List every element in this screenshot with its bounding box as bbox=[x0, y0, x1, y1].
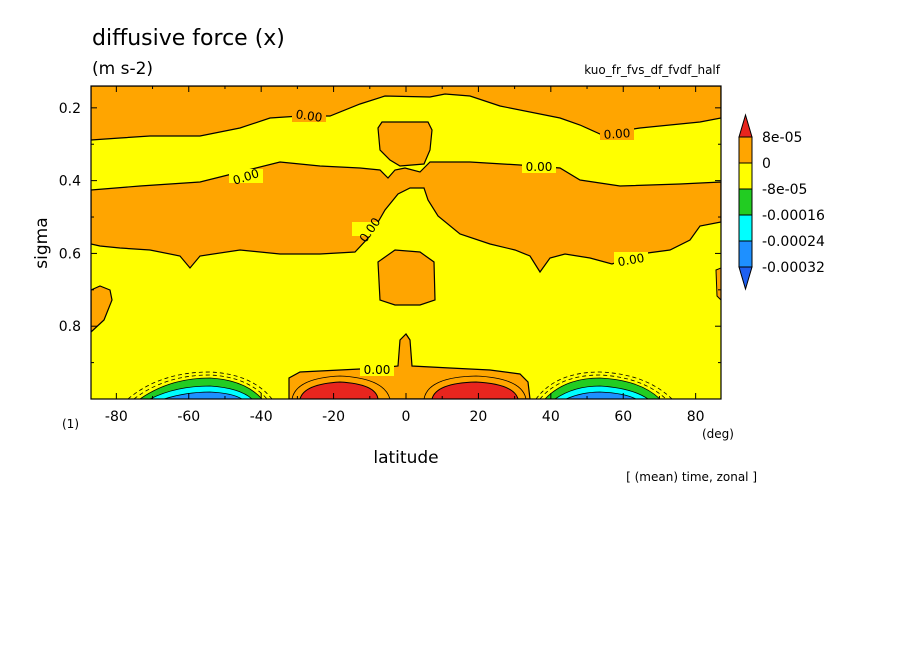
positive-band-middle bbox=[91, 161, 721, 274]
y-tick-label: 0.2 bbox=[59, 101, 81, 117]
positive-blob-center bbox=[377, 249, 436, 306]
colorbar-top-arrow bbox=[738, 113, 753, 138]
positive-column-center bbox=[377, 121, 433, 167]
y-axis-title: sigma bbox=[32, 217, 52, 268]
contour-label: 0.00 bbox=[526, 160, 553, 174]
colorbar-segment bbox=[738, 214, 753, 242]
x-tick-label: 0 bbox=[402, 409, 411, 425]
averaging-note: [ (mean) time, zonal ] bbox=[626, 470, 757, 484]
contour-label: 0.00 bbox=[603, 126, 631, 142]
x-tick-label: 40 bbox=[542, 409, 560, 425]
y-tick-label: 0.6 bbox=[59, 246, 81, 262]
contour-label: 0.00 bbox=[295, 107, 323, 125]
x-tick-label: -60 bbox=[177, 409, 200, 425]
colorbar-segment bbox=[738, 162, 753, 190]
figure-number: (1) bbox=[62, 417, 79, 431]
chart-title: diffusive force (x) bbox=[92, 26, 285, 51]
y-tick-label: 0.8 bbox=[59, 319, 81, 335]
min-near-surface-north bbox=[535, 371, 673, 399]
x-tick-label: 20 bbox=[469, 409, 487, 425]
colorbar-label: -0.00016 bbox=[762, 208, 825, 224]
chart-units: (m s-2) bbox=[92, 59, 153, 79]
colorbar-label: -0.00032 bbox=[762, 260, 825, 276]
colorbar: 8e-05 0 -8e-05 -0.00016 -0.00024 -0.00032 bbox=[738, 113, 825, 291]
colorbar-label: -0.00024 bbox=[762, 234, 825, 250]
x-tick-label: 60 bbox=[614, 409, 632, 425]
y-tick-label: 0.4 bbox=[59, 174, 81, 190]
colorbar-label: -8e-05 bbox=[762, 182, 807, 198]
positive-blob-east bbox=[715, 267, 721, 301]
x-tick-label: -40 bbox=[250, 409, 273, 425]
x-tick-label: -80 bbox=[105, 409, 128, 425]
colorbar-segment bbox=[738, 240, 753, 268]
max-near-surface-north bbox=[431, 381, 519, 399]
x-tick-label: 80 bbox=[687, 409, 705, 425]
max-contour-north bbox=[423, 375, 527, 399]
run-name: kuo_fr_fvs_df_fvdf_half bbox=[584, 63, 721, 77]
y-axis: 0.2 0.4 0.6 0.8 bbox=[59, 101, 721, 364]
x-unit: (deg) bbox=[702, 427, 734, 441]
colorbar-segment bbox=[738, 136, 753, 164]
max-near-surface-south bbox=[299, 381, 379, 399]
x-tick-label: -20 bbox=[322, 409, 345, 425]
positive-blob-west bbox=[91, 285, 113, 333]
contour-label: 0.00 bbox=[617, 251, 646, 269]
positive-band-upper bbox=[91, 86, 721, 141]
colorbar-bottom-arrow bbox=[738, 266, 753, 291]
contour-label: 0.00 bbox=[364, 363, 391, 377]
colorbar-label: 0 bbox=[762, 156, 771, 172]
max-contour-south bbox=[291, 375, 391, 399]
colorbar-segment bbox=[738, 188, 753, 216]
colorbar-label: 8e-05 bbox=[762, 130, 802, 146]
min-near-surface-south bbox=[127, 371, 273, 399]
x-axis: -80 -60 -40 -20 0 20 40 60 80 bbox=[105, 86, 705, 425]
x-axis-title: latitude bbox=[373, 448, 438, 468]
